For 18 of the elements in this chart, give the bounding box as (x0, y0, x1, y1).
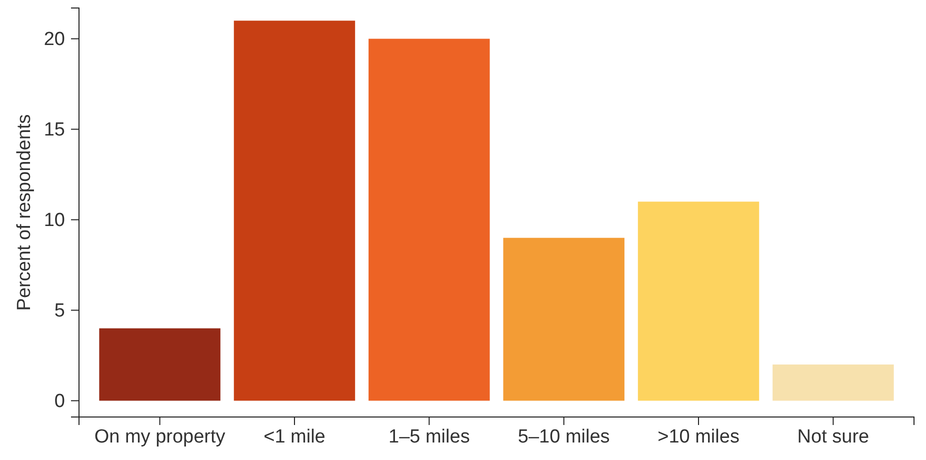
bar (99, 328, 220, 401)
x-tick-label: >10 miles (658, 426, 740, 448)
x-tick-label: 5–10 miles (518, 426, 610, 448)
y-tick-label: 15 (44, 119, 65, 140)
x-tick-label: Not sure (797, 426, 870, 448)
bar (772, 364, 894, 401)
y-tick-label: 10 (44, 210, 65, 231)
bar (368, 38, 490, 401)
x-tick-label: 1–5 miles (388, 426, 470, 448)
y-axis-title: Percent of respondents (14, 114, 35, 311)
bar (638, 202, 760, 401)
x-tick-label: On my property (94, 426, 226, 448)
bar (234, 20, 356, 401)
x-tick-label: <1 mile (264, 426, 326, 448)
y-tick-label: 0 (54, 390, 65, 412)
y-tick-label: 20 (44, 28, 65, 50)
y-tick-label: 5 (54, 300, 65, 322)
bar (503, 238, 624, 401)
